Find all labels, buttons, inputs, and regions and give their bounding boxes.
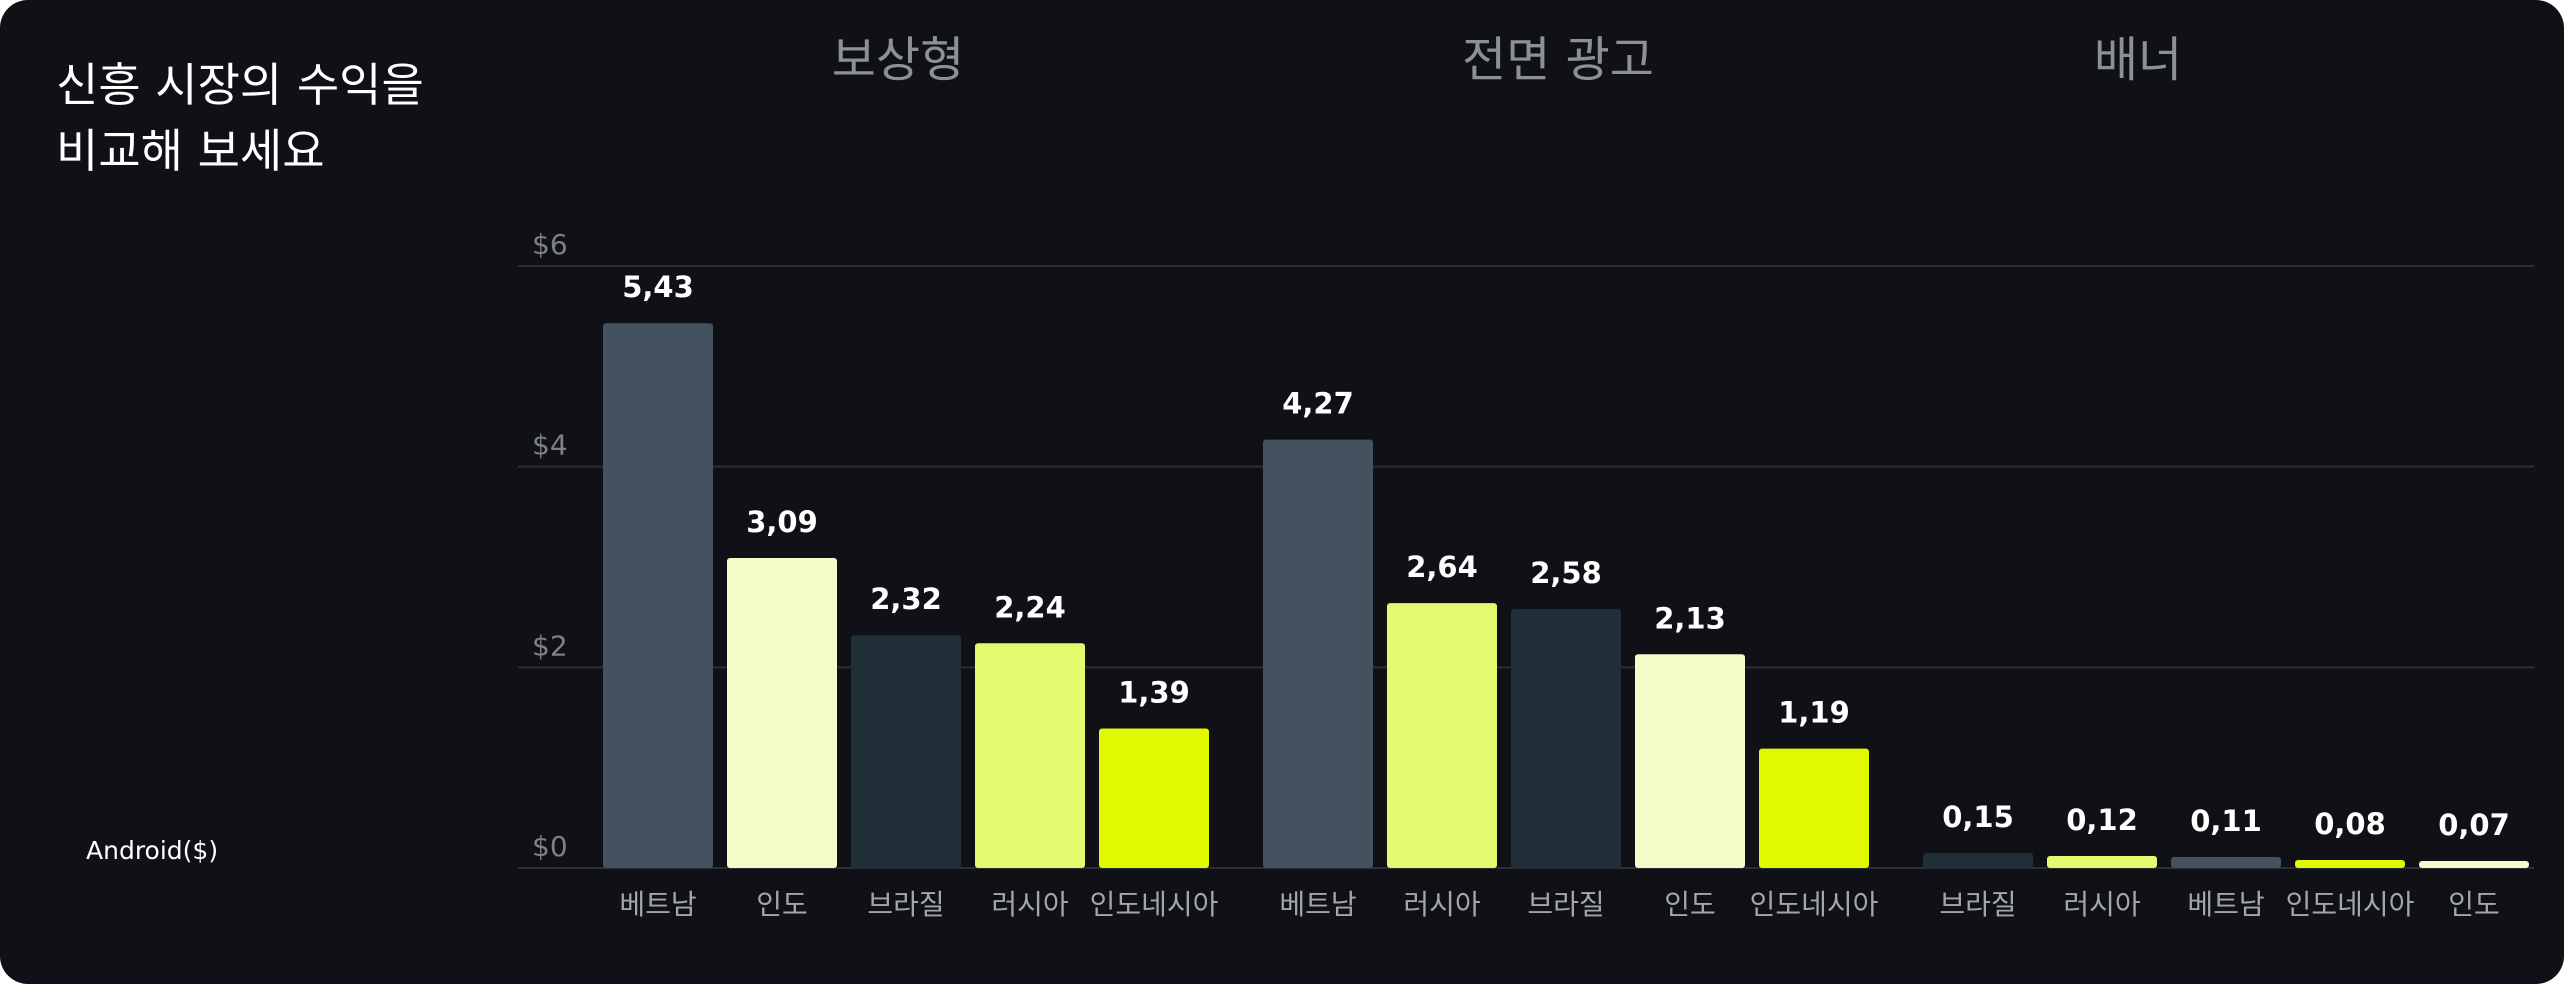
legend-label: Android($)	[86, 836, 219, 865]
data-label: 0,12	[2066, 803, 2138, 837]
data-label: 2,13	[1654, 601, 1726, 635]
bar	[1387, 603, 1497, 868]
data-label: 0,15	[1942, 800, 2014, 834]
x-tick-label: 인도네시아	[1090, 888, 1219, 921]
data-label: 1,39	[1118, 676, 1190, 710]
x-tick-label: 베트남	[2187, 888, 2264, 921]
bar	[1263, 439, 1373, 868]
bar	[1635, 654, 1745, 868]
y-tick-label: $0	[532, 830, 568, 863]
bar	[727, 557, 837, 868]
chart-title: 신흥 시장의 수익을 비교해 보세요	[56, 58, 424, 178]
y-tick-label: $4	[532, 429, 568, 462]
data-label: 0,08	[2314, 807, 2386, 841]
bar	[2171, 856, 2281, 868]
bar	[2419, 860, 2529, 868]
data-label: 3,09	[746, 505, 818, 539]
bar	[1099, 728, 1209, 868]
x-tick-label: 러시아	[2063, 888, 2140, 921]
bar	[975, 643, 1085, 868]
group-title: 보상형	[832, 32, 964, 88]
group-title: 전면 광고	[1462, 32, 1654, 88]
x-tick-label: 러시아	[991, 888, 1068, 921]
x-tick-label: 인도네시아	[1750, 888, 1879, 921]
data-label: 2,24	[994, 590, 1066, 624]
y-tick-label: $2	[532, 629, 568, 662]
x-tick-label: 브라질	[1939, 888, 2016, 921]
x-tick-label: 브라질	[1527, 888, 1604, 921]
data-label: 2,58	[1530, 556, 1602, 590]
data-label: 5,43	[622, 270, 694, 304]
x-tick-label: 브라질	[867, 888, 944, 921]
y-tick-label: $6	[532, 228, 568, 261]
bar	[851, 635, 961, 868]
bar	[603, 323, 713, 868]
bar	[2295, 859, 2405, 868]
x-tick-label: 베트남	[1279, 888, 1356, 921]
bar	[1923, 852, 2033, 868]
x-tick-label: 베트남	[619, 888, 696, 921]
x-tick-label: 인도	[1664, 888, 1716, 921]
data-label: 2,64	[1406, 550, 1478, 584]
x-tick-label: 인도네시아	[2286, 888, 2415, 921]
data-label: 0,07	[2438, 808, 2510, 842]
bar	[1759, 748, 1869, 868]
data-label: 4,27	[1282, 387, 1354, 421]
x-tick-label: 러시아	[1403, 888, 1480, 921]
data-label: 2,32	[870, 582, 942, 616]
data-label: 0,11	[2190, 804, 2262, 838]
x-tick-label: 인도	[2448, 888, 2500, 921]
group-title: 배너	[2094, 32, 2182, 88]
bar	[2047, 855, 2157, 868]
x-tick-label: 인도	[756, 888, 808, 921]
bar	[1511, 609, 1621, 868]
data-label: 1,19	[1778, 696, 1850, 730]
